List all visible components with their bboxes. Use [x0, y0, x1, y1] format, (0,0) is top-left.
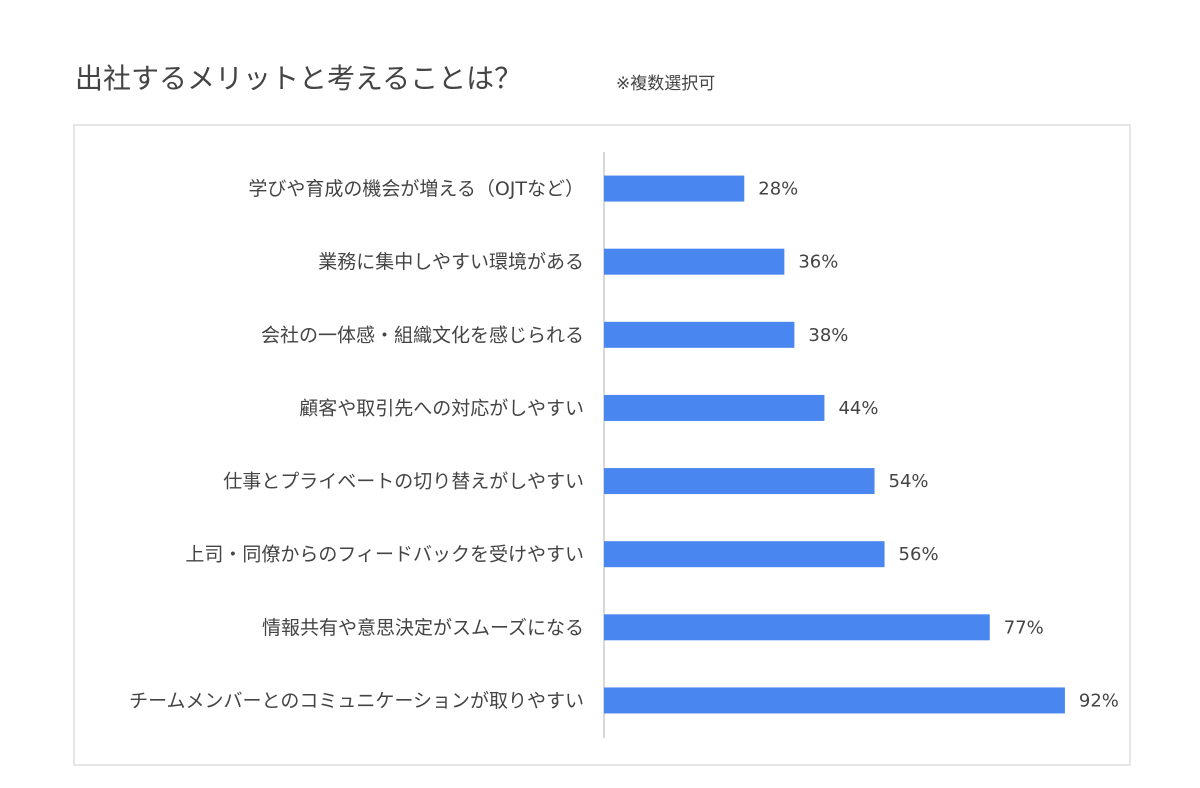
bar	[604, 248, 785, 275]
chart-frame	[73, 124, 1131, 766]
bar	[604, 468, 875, 495]
category-label: 仕事とプライベートの切り替えがしやすい	[223, 471, 584, 493]
bar	[604, 321, 795, 348]
bar	[604, 614, 990, 641]
bar	[604, 687, 1065, 714]
category-label: 上司・同僚からのフィードバックを受けやすい	[185, 544, 584, 566]
bar	[604, 394, 825, 421]
value-label: 38%	[808, 325, 848, 346]
bar	[604, 175, 745, 202]
bar	[604, 541, 885, 568]
category-label: 顧客や取引先への対応がしやすい	[299, 397, 584, 419]
category-label: チームメンバーとのコミュニケーションが取りやすい	[129, 690, 584, 712]
value-label: 77%	[1004, 617, 1044, 638]
value-label: 92%	[1079, 690, 1119, 711]
chart-subtitle: ※複数選択可	[616, 74, 715, 94]
chart-title: 出社するメリットと考えることは？	[75, 62, 522, 95]
category-label: 会社の一体感・組織文化を感じられる	[261, 324, 584, 346]
category-label: 業務に集中しやすい環境がある	[318, 251, 584, 273]
category-label: 情報共有や意思決定がスムーズになる	[262, 617, 584, 639]
value-label: 56%	[899, 544, 939, 565]
value-label: 28%	[758, 179, 798, 200]
category-label: 学びや育成の機会が増える（OJTなど）	[248, 178, 584, 200]
value-label: 44%	[838, 398, 878, 419]
value-label: 54%	[889, 471, 929, 492]
value-label: 36%	[798, 252, 838, 273]
